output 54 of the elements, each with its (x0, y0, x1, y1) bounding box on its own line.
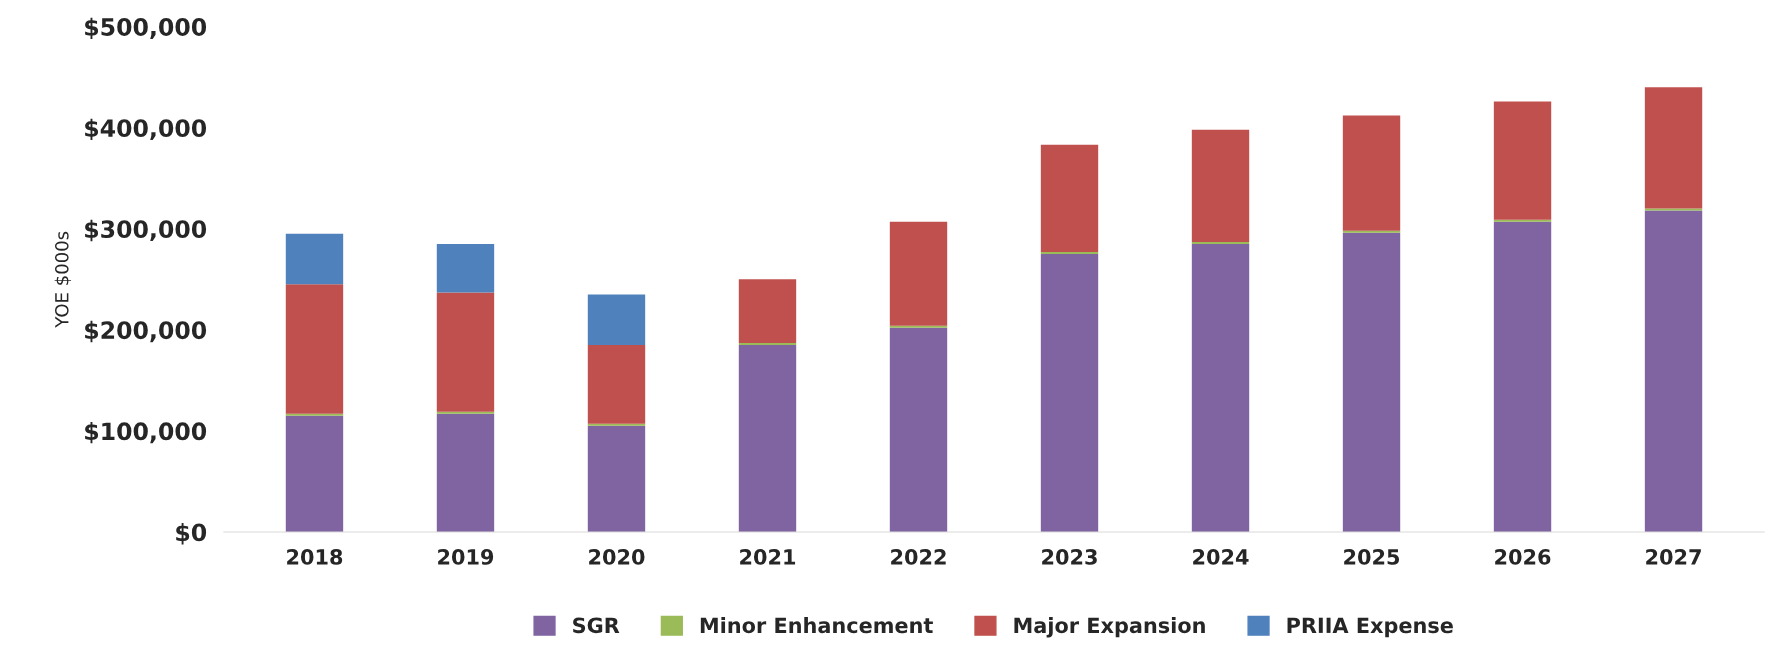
bar (889, 327, 948, 532)
x-tick-label: 2019 (438, 549, 494, 565)
bar (1342, 232, 1401, 532)
bar (285, 284, 344, 414)
bar (889, 221, 948, 326)
x-tick-label: 2021 (740, 549, 796, 565)
bar (1040, 252, 1099, 255)
bar (436, 243, 495, 293)
bar (1644, 210, 1703, 532)
bar (436, 411, 495, 414)
bar (738, 342, 797, 345)
y-axis-title: YOE $000s (54, 231, 72, 328)
x-tick-label: 2023 (1042, 549, 1097, 565)
bar (1342, 115, 1401, 231)
bar (587, 345, 646, 424)
bar (1493, 219, 1552, 222)
y-tick-label: $200,000 (85, 320, 207, 343)
bar (1493, 101, 1552, 220)
y-tick-label: $400,000 (85, 118, 207, 141)
legend-label: PRIIA Expense (1287, 617, 1453, 638)
x-tick-label: 2026 (1495, 549, 1551, 565)
bar (1644, 87, 1703, 209)
bar (436, 292, 495, 412)
y-tick-label: $100,000 (85, 421, 207, 444)
bar (1191, 243, 1250, 532)
bar (1493, 221, 1552, 532)
bar (1191, 129, 1250, 242)
legend-label: SGR (573, 617, 620, 634)
x-tick-label: 2024 (1193, 549, 1249, 565)
legend-label: Minor Enhancement (700, 617, 933, 634)
bar (285, 233, 344, 285)
bar (1342, 230, 1401, 233)
bar (1040, 144, 1099, 253)
bar (889, 325, 948, 328)
x-tick-label: 2018 (287, 549, 343, 565)
bar (738, 279, 797, 343)
bar (587, 294, 646, 345)
bar (285, 413, 344, 416)
y-tick-label: $300,000 (85, 219, 207, 242)
y-tick-label: $0 (176, 523, 207, 545)
bar (1040, 254, 1099, 532)
x-tick-label: 2027 (1646, 549, 1701, 565)
bar (285, 415, 344, 532)
y-tick-label: $500,000 (85, 17, 207, 40)
bar (1644, 208, 1703, 211)
bar (587, 423, 646, 426)
bar (738, 345, 797, 532)
legend-label: Major Expansion (1014, 617, 1205, 638)
x-tick-label: 2022 (891, 549, 946, 565)
x-tick-label: 2025 (1344, 549, 1400, 565)
bar (587, 425, 646, 532)
x-tick-label: 2020 (589, 549, 645, 565)
bar (1191, 241, 1250, 244)
bar (436, 413, 495, 532)
